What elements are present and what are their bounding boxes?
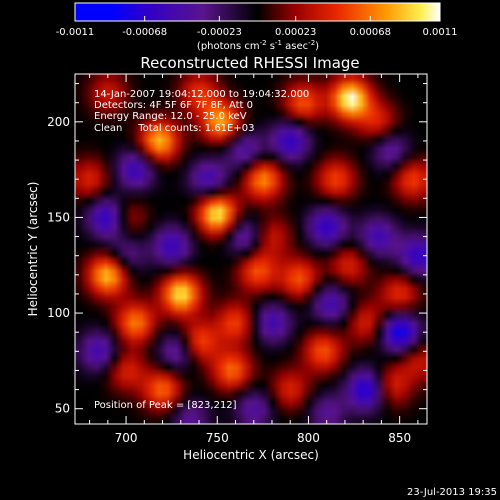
y-tick-label: 100 (47, 306, 70, 320)
y-tick-label: 150 (47, 210, 70, 224)
annotation-energy: Energy Range: 12.0 - 25.0 keV (94, 111, 247, 122)
colorbar-tick-label: -0.00068 (122, 27, 167, 38)
peak-position-label: Position of Peak = [823,212] (94, 400, 237, 411)
x-tick-label: 700 (115, 431, 138, 445)
x-axis-label: Heliocentric X (arcsec) (183, 448, 319, 462)
annotation-time: 14-Jan-2007 19:04:12.000 to 19:04:32.000 (94, 89, 309, 100)
colorbar-frame (74, 2, 441, 22)
annotation-counts: Clean Total counts: 1.61E+03 (94, 123, 254, 134)
y-axis-label: Heliocentric Y (arcsec) (26, 182, 40, 317)
colorbar-tick-label: 0.0011 (423, 27, 458, 38)
colorbar: -0.0011 -0.00068 -0.00023 0.00023 0.00068 0.0… (56, 2, 458, 52)
annotation-detectors: Detectors: 4F 5F 6F 7F 8F, Att 0 (94, 100, 253, 111)
colorbar-tick-label: -0.0011 (56, 27, 95, 38)
heatmap-image (75, 74, 427, 424)
plot-frame (74, 73, 428, 425)
colorbar-tick-label: 0.00023 (275, 27, 316, 38)
x-tick-label: 800 (297, 431, 320, 445)
colorbar-tick-label: -0.00023 (197, 27, 242, 38)
annotations: 14-Jan-2007 19:04:12.000 to 19:04:32.000… (94, 89, 309, 134)
y-tick-label: 50 (55, 402, 70, 416)
chart-title: Reconstructed RHESSI Image (140, 54, 359, 72)
colorbar-unit-label: (photons cm-2 s-1 asec-2) (197, 39, 319, 52)
x-tick-label: 850 (388, 431, 411, 445)
axis-ticks: 700 750 800 850 50 100 150 200 (47, 74, 427, 445)
colorbar-tick-label: 0.00068 (350, 27, 391, 38)
date-stamp: 23-Jul-2013 19:35 (407, 487, 497, 498)
colorbar-gradient (75, 3, 440, 21)
colorbar-ticks: -0.0011 -0.00068 -0.00023 0.00023 0.00068 0.0… (56, 16, 458, 38)
y-tick-label: 200 (47, 115, 70, 129)
x-tick-label: 750 (206, 431, 229, 445)
